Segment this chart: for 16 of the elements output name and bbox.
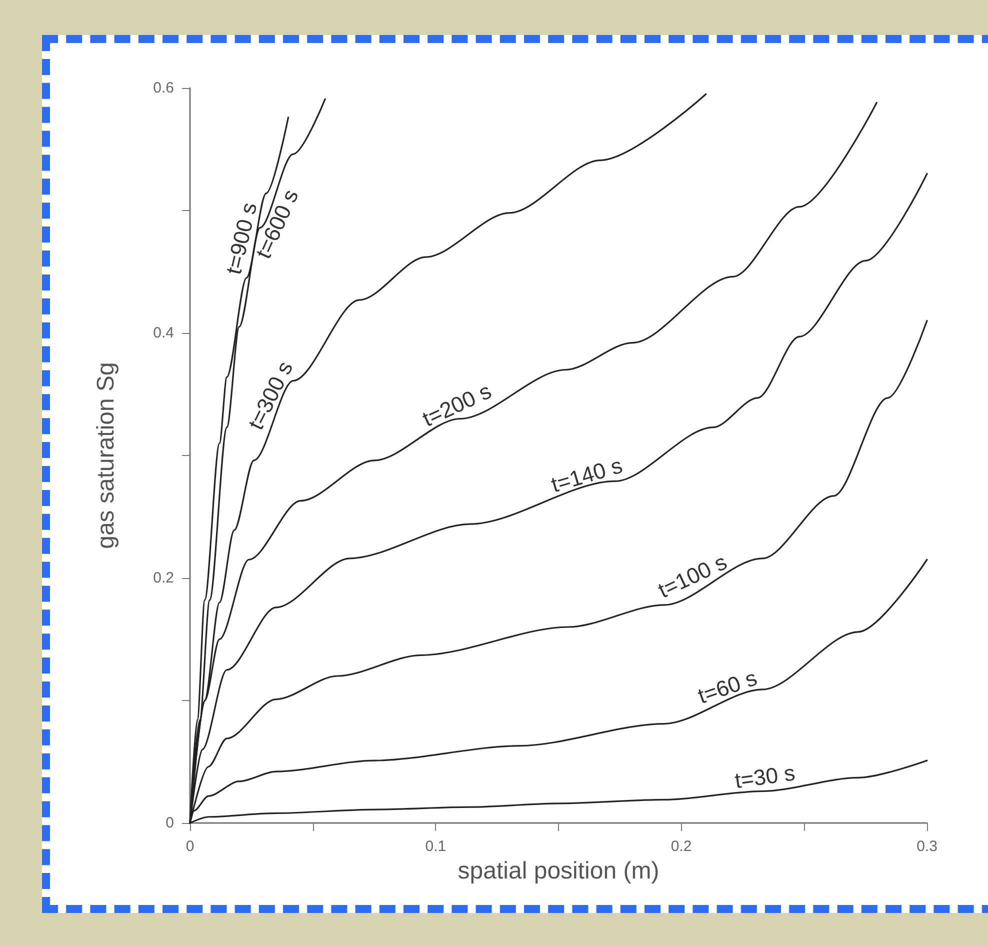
y-tick-label: 0 <box>166 814 174 832</box>
x-tick-label: 0.2 <box>670 838 692 855</box>
x-axis-title: spatial position (m) <box>458 858 660 884</box>
text: t=100 s <box>654 549 731 603</box>
x-tick-label: 0.1 <box>425 838 446 855</box>
text: t=300 s <box>243 357 298 434</box>
y-tick-label: 0.6 <box>153 80 174 96</box>
y-tick-label: 0.4 <box>153 324 174 342</box>
y-axis-title: gas saturation Sg <box>92 362 120 549</box>
x-tick-label: 0.3 <box>916 838 938 855</box>
y-tick-label: 0.2 <box>153 570 174 586</box>
text: t=30 s <box>733 760 797 794</box>
x-tick-label: 0 <box>186 838 194 855</box>
text: t=200 s <box>418 378 496 432</box>
text: t=140 s <box>548 452 626 498</box>
text: t=60 s <box>694 665 760 709</box>
